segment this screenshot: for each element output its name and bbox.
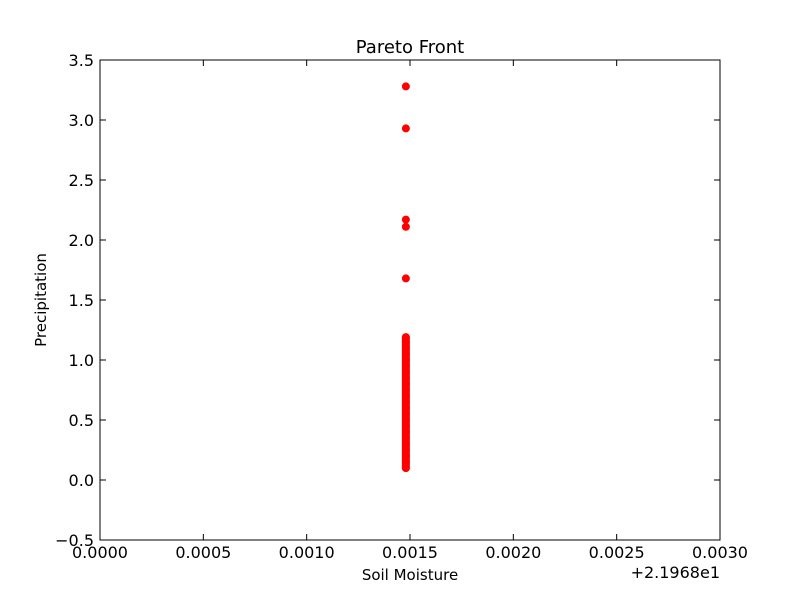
data-point bbox=[401, 452, 410, 460]
data-point bbox=[401, 124, 410, 133]
data-point bbox=[401, 404, 410, 412]
data-point bbox=[401, 362, 410, 370]
y-tick-label: 2.5 bbox=[69, 171, 94, 190]
data-point bbox=[401, 368, 410, 376]
plot-frame bbox=[99, 59, 721, 541]
x-tick-label: 0.0015 bbox=[382, 543, 438, 562]
data-point bbox=[401, 440, 410, 448]
data-point bbox=[401, 215, 410, 224]
y-tick-label: 0.5 bbox=[69, 411, 94, 430]
y-tick-label: 1.0 bbox=[69, 351, 94, 370]
data-point bbox=[401, 392, 410, 400]
x-tick-label: 0.0020 bbox=[485, 543, 541, 562]
data-point bbox=[401, 398, 410, 406]
data-point bbox=[401, 464, 410, 472]
x-tick-label: 0.0025 bbox=[589, 543, 645, 562]
x-tick-label: 0.0010 bbox=[279, 543, 335, 562]
data-point bbox=[401, 434, 410, 442]
y-tick-label: 3.5 bbox=[69, 51, 94, 70]
y-tick-label: 3.0 bbox=[69, 111, 94, 130]
x-tick-label: 0.0000 bbox=[72, 543, 128, 562]
data-point bbox=[401, 82, 410, 91]
y-tick-label: 1.5 bbox=[69, 291, 94, 310]
data-point bbox=[401, 458, 410, 466]
data-point bbox=[401, 410, 410, 418]
x-axis-offset-label: +2.1968e1 bbox=[631, 563, 720, 582]
data-point bbox=[401, 338, 410, 346]
data-point bbox=[401, 356, 410, 364]
data-point bbox=[401, 380, 410, 388]
y-tick-label: 0.0 bbox=[69, 471, 94, 490]
data-point bbox=[401, 344, 410, 352]
data-point bbox=[401, 428, 410, 436]
data-point bbox=[401, 274, 410, 283]
data-point bbox=[401, 446, 410, 454]
x-axis-label: Soil Moisture bbox=[362, 566, 458, 584]
y-axis-label: Precipitation bbox=[32, 253, 50, 347]
x-tick-label: 0.0005 bbox=[175, 543, 231, 562]
data-point bbox=[401, 422, 410, 430]
data-point bbox=[401, 416, 410, 424]
data-point bbox=[401, 222, 410, 231]
scatter-points bbox=[401, 82, 410, 472]
chart-title: Pareto Front bbox=[356, 37, 464, 58]
data-point bbox=[401, 374, 410, 382]
y-tick-label: −0.5 bbox=[55, 531, 94, 550]
data-point bbox=[401, 386, 410, 394]
axis-ticks: 0.0000 0.0005 0.0010 0.0015 0.0020 0.0025 0.00… bbox=[55, 51, 748, 562]
y-tick-label: 2.0 bbox=[69, 231, 94, 250]
x-tick-label: 0.0030 bbox=[692, 543, 748, 562]
data-point bbox=[401, 350, 410, 358]
